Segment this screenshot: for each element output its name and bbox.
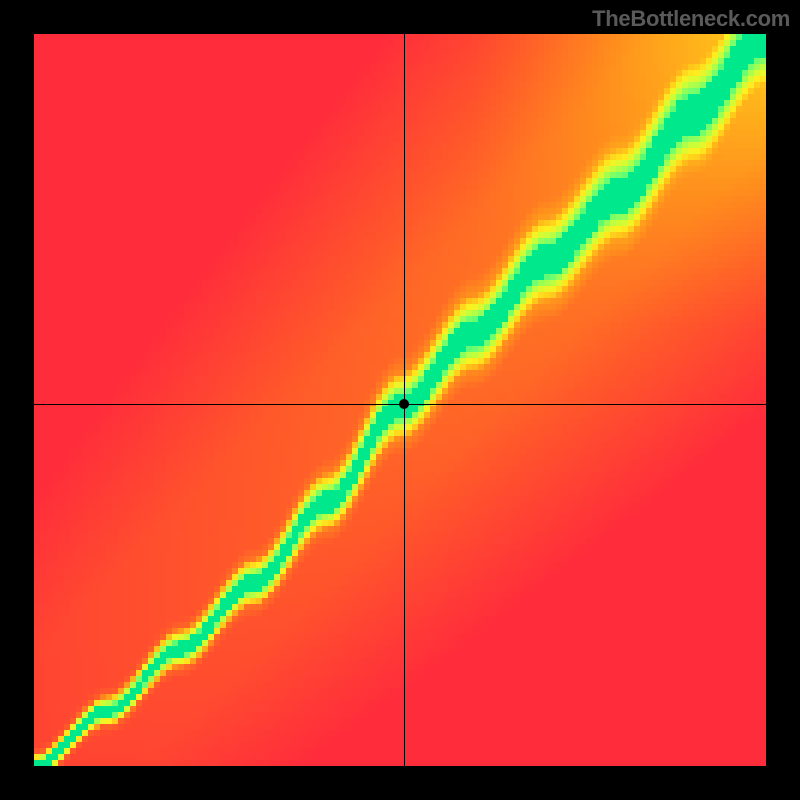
watermark-text: TheBottleneck.com <box>592 6 790 32</box>
crosshair-point <box>399 399 409 409</box>
chart-container: TheBottleneck.com <box>0 0 800 800</box>
